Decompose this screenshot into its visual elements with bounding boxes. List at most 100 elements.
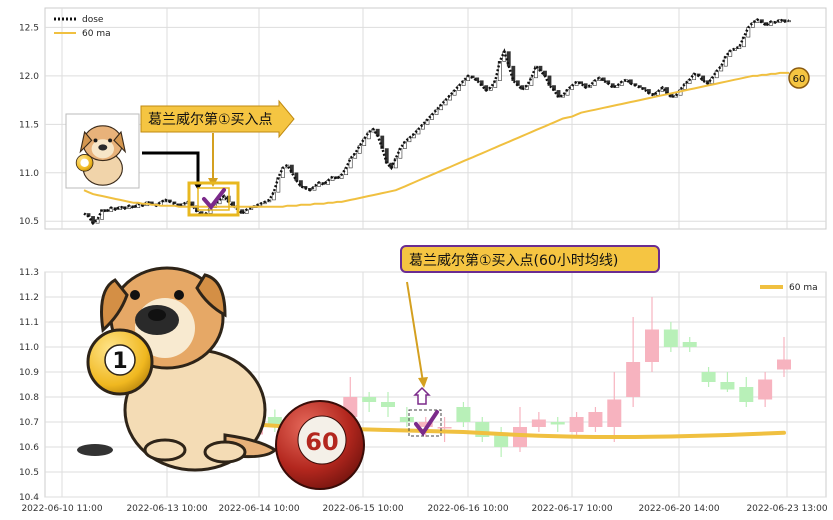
x-tick-label: 2022-06-14 10:00: [218, 504, 299, 514]
top-candle: [384, 148, 389, 164]
top-callout-label: 葛兰威尔第①买入点: [148, 111, 273, 128]
candle-body: [626, 362, 641, 397]
candle-body: [758, 379, 773, 400]
dog-mascot-icon: [77, 266, 278, 472]
top-candle: [515, 80, 520, 86]
svg-text:60: 60: [305, 428, 338, 456]
top-grid: [45, 8, 826, 229]
candle-body: [720, 382, 735, 390]
ma60-series-line: [83, 71, 789, 208]
candle-body: [663, 329, 678, 347]
top-candle: [746, 27, 751, 38]
x-tick-label: 2022-06-17 10:00: [531, 504, 612, 514]
top-candle: [366, 131, 371, 140]
bottom-callout-label: 葛兰威尔第①买入点(60小时均线): [409, 252, 618, 269]
candle-body: [362, 397, 377, 402]
top-candle: [448, 94, 452, 101]
top-candle: [511, 65, 516, 81]
top-y-tick-label: 12.5: [19, 23, 39, 33]
billiard-ball-60-icon: 60: [275, 400, 365, 490]
x-tick-label: 2022-06-23 13:00: [746, 504, 827, 514]
svg-text:1: 1: [112, 349, 127, 374]
bottom-y-tick-label: 10.7: [19, 418, 39, 428]
bottom-panel: 10.4 10.5 10.6 10.7 10.8 10.9 11.0 11.1 11.2 11.3…: [19, 245, 828, 514]
x-tick-label: 2022-06-10 11:00: [21, 504, 102, 514]
bottom-x-axis: 2022-06-10 11:00 2022-06-13 10:00 2022-06-…: [21, 504, 827, 514]
candle-body: [494, 434, 509, 447]
candle-body: [437, 427, 452, 429]
dog-thumbnail: [65, 113, 140, 189]
top-candle: [353, 153, 358, 159]
candle-body: [381, 402, 395, 407]
bottom-buy-point-box: [408, 409, 442, 437]
buy-point-inner-box: [197, 187, 230, 211]
top-y-axis: 10.5 11.0 11.5 12.0 12.5: [19, 23, 39, 227]
top-marks: [83, 18, 791, 226]
top-candle: [276, 177, 281, 193]
candle-body: [550, 422, 565, 425]
top-candle: [565, 89, 570, 96]
top-legend: dose 60 ma: [54, 15, 111, 39]
candle-body: [418, 422, 433, 427]
top-y-tick-label: 10.5: [19, 217, 39, 227]
candle-body: [531, 419, 546, 427]
top-candle: [493, 80, 498, 88]
buy-point-highlight: [187, 181, 240, 217]
candle-body: [701, 372, 716, 382]
candle-body: [645, 329, 659, 362]
candle-body: [588, 412, 603, 427]
candle-body: [267, 417, 282, 427]
bottom-y-tick-label: 10.8: [19, 393, 39, 403]
top-y-tick-label: 11.0: [19, 169, 39, 179]
bottom-callout-box: [400, 245, 660, 273]
bottom-y-axis: 10.4 10.5 10.6 10.7 10.8 10.9 11.0 11.1 11.2 11.3: [19, 268, 39, 503]
top-candle: [529, 77, 534, 86]
candle-body: [399, 417, 414, 422]
legend-ma-label: 60 ma: [82, 29, 111, 39]
check-mark-icon: [414, 410, 439, 437]
top-callout-arrow-shape: [140, 99, 295, 139]
top-candle: [556, 90, 561, 98]
legend-bottom-ma-label: 60 ma: [789, 283, 818, 293]
bottom-y-tick-label: 10.6: [19, 443, 39, 453]
up-arrow-icon: [413, 386, 431, 405]
top-candle: [271, 191, 276, 201]
candle-body: [777, 359, 791, 370]
top-callout: 葛兰威尔第①买入点: [140, 99, 295, 139]
candle-body: [739, 387, 754, 402]
badge-circle: [788, 67, 810, 89]
top-y-tick-label: 11.5: [19, 120, 39, 130]
candle-body: [456, 407, 471, 422]
top-candle: [289, 164, 294, 174]
top-candle: [547, 75, 552, 86]
x-tick-label: 2022-06-13 10:00: [126, 504, 207, 514]
x-tick-label: 2022-06-15 10:00: [322, 504, 403, 514]
bottom-callout-pointer: [406, 281, 424, 383]
top-y-tick-label: 12.0: [19, 72, 39, 82]
x-tick-label: 2022-06-20 14:00: [638, 504, 719, 514]
top-panel: 10.5 11.0 11.5 12.0 12.5 dose 60 ma: [19, 7, 827, 230]
top-candle: [461, 80, 466, 86]
candle-body: [682, 342, 697, 347]
connector-arrow: [142, 151, 200, 183]
bottom-callout-pointer-head: [418, 377, 428, 388]
bottom-y-tick-label: 11.1: [19, 318, 39, 328]
badge-label: 60: [793, 74, 806, 85]
bottom-y-tick-label: 10.5: [19, 468, 39, 478]
legend-dose-label: dose: [82, 15, 104, 25]
x-tick-label: 2022-06-16 10:00: [427, 504, 508, 514]
ma-period-badge: 60: [788, 67, 810, 89]
bottom-y-tick-label: 11.2: [19, 293, 39, 303]
check-mark-icon: [202, 188, 226, 211]
bottom-y-tick-label: 11.3: [19, 268, 39, 278]
top-candle: [362, 138, 367, 146]
billiard-ball-1-icon: 1: [86, 328, 154, 396]
bottom-y-tick-label: 10.4: [19, 493, 39, 503]
bottom-legend: 60 ma: [760, 283, 818, 293]
dog-mascot-icon: [75, 125, 127, 186]
bottom-y-tick-label: 11.0: [19, 343, 39, 353]
top-candle: [280, 167, 285, 178]
top-candle: [479, 80, 484, 86]
candle-body: [607, 399, 622, 427]
